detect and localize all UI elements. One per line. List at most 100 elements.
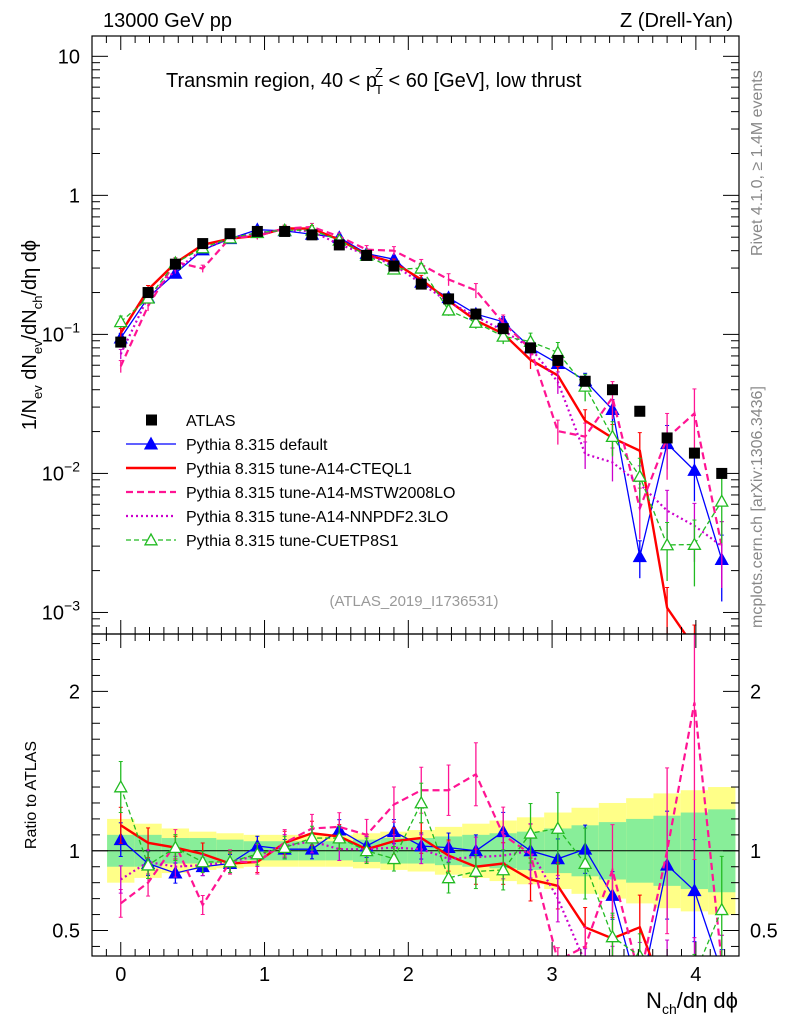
atlas-point-14 (497, 323, 509, 335)
y-tick-label-0: 10 (58, 46, 80, 68)
x-tick-label-2: 2 (403, 964, 414, 986)
chart-title-pre: Transmin region, 40 < p (166, 70, 377, 92)
x-tick-label-0: 0 (115, 964, 126, 986)
legend-label-mstw: Pythia 8.315 tune-A14-MSTW2008LO (186, 485, 455, 502)
ratio-marker-cuetp8s1-8 (332, 830, 347, 844)
legend-item-default: Pythia 8.315 default (126, 436, 328, 454)
atlas-point-17 (579, 375, 591, 387)
main-marker-cuetp8s1-20 (660, 537, 675, 551)
ratio-marker-cuetp8s1-17 (578, 856, 593, 869)
atlas-point-20 (661, 432, 673, 444)
x-tick-label-3: 3 (547, 964, 558, 986)
legend-swatch-atlas (146, 414, 157, 426)
x-tick-label-4: 4 (690, 964, 701, 986)
ratio-marker-cuetp8s1-12 (441, 870, 456, 884)
ratio-marker-cuetp8s1-13 (468, 864, 483, 877)
ratio-line-cuetp8s1 (120, 786, 723, 956)
ratio-tick-label-left-1: 1 (69, 841, 80, 863)
atlas-point-2 (169, 258, 181, 270)
x-label-p1: N (646, 988, 662, 1013)
legend-label-atlas: ATLAS (186, 413, 236, 430)
ratio-marker-cuetp8s1-5 (250, 846, 265, 860)
chart-title-sub: T (375, 82, 383, 97)
ratio-marker-cuetp8s1-2 (168, 840, 183, 854)
atlas-point-8 (333, 239, 345, 251)
ratio-marker-cuetp8s1-10 (386, 851, 402, 865)
main-marker-cuetp8s1-18 (605, 429, 620, 443)
y-label-s3: ch (30, 296, 45, 310)
axis-ticks: 0 1 2 3 4 10 1 10−1 10−2 10−3 0.5 0.5 1 1 2 2 (42, 36, 778, 986)
chart-title-post: < 60 [GeV], low thrust (383, 70, 582, 92)
legend-label-nnpdf: Pythia 8.315 tune-A14-NNPDF2.3LO (186, 509, 448, 526)
ratio-marker-default-22 (716, 966, 728, 977)
atlas-point-6 (279, 225, 291, 237)
legend-swatch-marker-default (143, 436, 159, 450)
ratio-axis-label: Ratio to ATLAS (23, 741, 40, 849)
ratio-marker-default-19 (634, 990, 646, 1001)
ratio-marker-cuetp8s1-7 (304, 830, 320, 844)
main-marker-default-19 (632, 549, 647, 563)
y-label-p3: /dN (19, 309, 41, 340)
atlas-point-0 (115, 336, 127, 348)
rivet-version-label: Rivet 4.1.0, ≥ 1.4M events (749, 70, 766, 256)
atlas-point-15 (525, 342, 537, 354)
y-tick-label-2: 10−1 (42, 319, 80, 346)
y-label-s1: ev (30, 385, 45, 399)
atlas-point-19 (634, 405, 646, 417)
main-marker-cuetp8s1-21 (687, 537, 702, 550)
y-tick-label-4: 10−3 (42, 597, 80, 624)
ratio-tick-label-left-2: 2 (69, 681, 80, 703)
ratio-tick-label-right-1: 1 (750, 841, 761, 863)
atlas-point-11 (415, 278, 427, 290)
atlas-point-10 (388, 260, 400, 272)
atlas-point-1 (142, 287, 154, 299)
main-marker-default-21 (687, 463, 702, 476)
atlas-point-12 (443, 293, 455, 305)
atlas-point-5 (251, 225, 263, 237)
ratio-marker-cuetp8s1-20 (661, 977, 673, 988)
x-tick-label-1: 1 (259, 964, 270, 986)
ratio-marker-default-21 (687, 883, 702, 897)
atlas-point-18 (606, 384, 618, 396)
ratio-series-cuetp8s1 (113, 761, 729, 988)
ratio-panel-frame (91, 633, 740, 957)
ratio-series-layer (113, 634, 729, 1001)
main-marker-cuetp8s1-22 (714, 493, 729, 507)
analysis-tag: (ATLAS_2019_I1736531) (329, 593, 498, 610)
legend-swatch-marker-cuetp8s1 (143, 532, 159, 546)
ratio-marker-cuetp8s1-18 (605, 929, 620, 943)
ratio-marker-cuetp8s1-4 (222, 854, 238, 868)
atlas-point-4 (224, 228, 236, 240)
chart-title-sup: Z (375, 65, 383, 80)
legend-label-default: Pythia 8.315 default (186, 437, 328, 454)
legend-item-cteql1: Pythia 8.315 tune-A14-CTEQL1 (126, 461, 412, 478)
ratio-series-mstw (118, 634, 724, 956)
atlas-point-7 (306, 229, 318, 241)
ratio-tick-label-left-0: 0.5 (52, 920, 80, 942)
main-series-atlas (115, 225, 728, 479)
ratio-marker-cuetp8s1-6 (277, 840, 292, 854)
atlas-point-9 (361, 249, 373, 261)
ratio-marker-cuetp8s1-11 (414, 795, 429, 809)
legend-item-atlas: ATLAS (146, 413, 236, 430)
legend-label-cteql1: Pythia 8.315 tune-A14-CTEQL1 (186, 461, 412, 478)
main-series-layer (113, 222, 729, 634)
main-marker-cuetp8s1-12 (441, 302, 456, 316)
legend-item-cuetp8s1: Pythia 8.315 tune-CUETP8S1 (126, 532, 399, 550)
x-label-p2: /dη dϕ (677, 988, 738, 1013)
legend: ATLAS Pythia 8.315 default Pythia 8.315 tu… (126, 413, 455, 550)
atlas-point-16 (552, 354, 564, 366)
ratio-marker-cuetp8s1-15 (523, 825, 538, 839)
chart-title: Transmin region, 40 < pZ T < 60 [GeV], lo… (166, 65, 582, 97)
y-label-s2: ev (30, 340, 45, 354)
ratio-marker-cuetp8s1-22 (714, 902, 729, 916)
ratio-marker-cuetp8s1-16 (550, 821, 565, 834)
header-left-label: 13000 GeV pp (103, 10, 232, 32)
y-tick-label-1: 1 (69, 185, 80, 207)
y-axis-label: 1/Nev dNev/dNch/dη dϕ (19, 240, 45, 430)
ratio-line-nnpdf (120, 840, 584, 956)
y-tick-label-3: 10−2 (42, 458, 80, 485)
main-marker-cuetp8s1-19 (632, 469, 647, 482)
atlas-point-21 (688, 447, 700, 459)
atlas-point-13 (470, 308, 482, 320)
